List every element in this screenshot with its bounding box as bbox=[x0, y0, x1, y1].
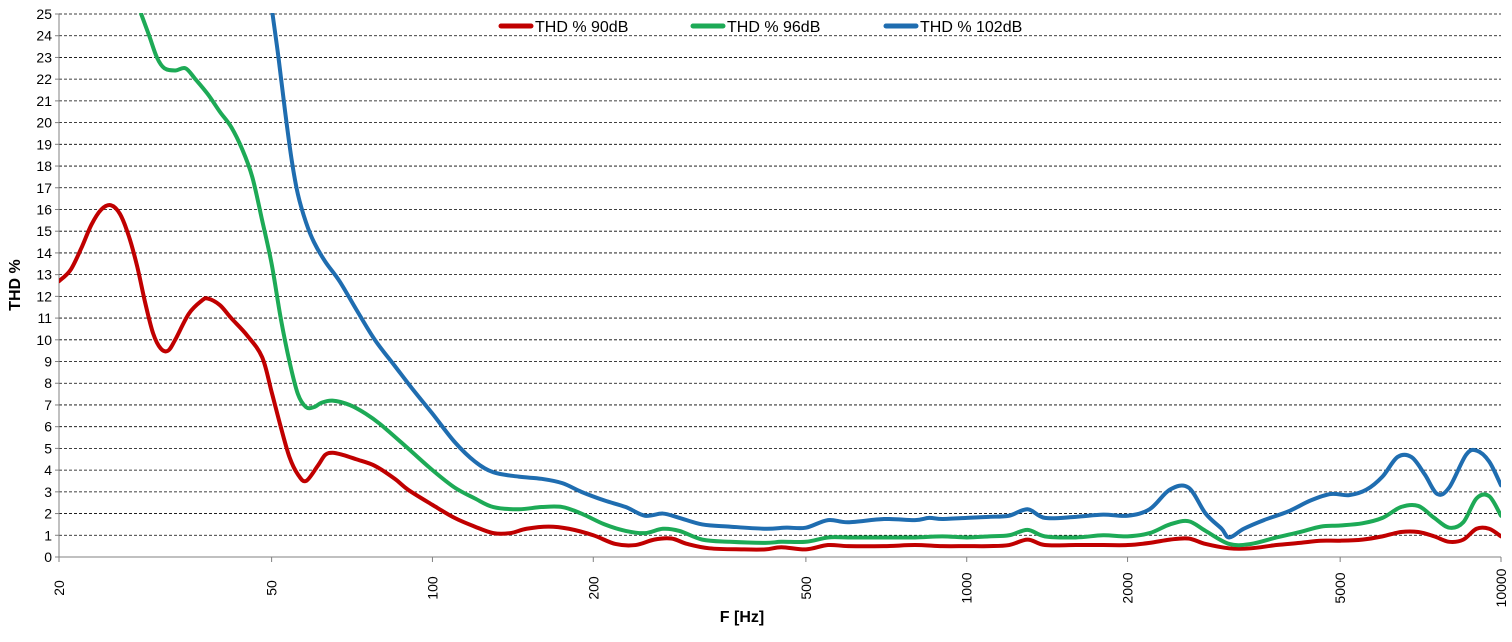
y-tick-label: 15 bbox=[36, 223, 52, 239]
y-tick-label: 10 bbox=[36, 332, 52, 348]
series-lines bbox=[59, 13, 1501, 552]
x-tick-label: 5000 bbox=[1332, 572, 1348, 603]
axes: 0123456789101112131415161718192021222324… bbox=[36, 6, 1509, 607]
y-tick-label: 24 bbox=[36, 28, 52, 44]
series-line-2 bbox=[139, 13, 1501, 548]
y-tick-label: 6 bbox=[44, 419, 52, 435]
y-tick-label: 1 bbox=[44, 527, 52, 543]
x-tick-label: 100 bbox=[424, 576, 440, 600]
y-tick-label: 4 bbox=[44, 462, 52, 478]
y-tick-label: 3 bbox=[44, 484, 52, 500]
y-tick-label: 8 bbox=[44, 375, 52, 391]
y-tick-label: 11 bbox=[37, 310, 52, 326]
y-tick-label: 16 bbox=[36, 201, 52, 217]
y-tick-label: 17 bbox=[36, 180, 52, 196]
y-tick-label: 13 bbox=[36, 267, 52, 283]
x-tick-label: 200 bbox=[585, 576, 601, 600]
series-line-3 bbox=[270, 13, 1501, 540]
y-tick-label: 22 bbox=[36, 71, 52, 87]
y-tick-label: 19 bbox=[36, 136, 52, 152]
y-tick-label: 18 bbox=[36, 158, 52, 174]
x-tick-label: 50 bbox=[264, 580, 280, 596]
legend-label-1: THD % 90dB bbox=[535, 19, 628, 36]
series-line-1 bbox=[59, 202, 1501, 552]
y-tick-label: 14 bbox=[36, 245, 52, 261]
x-tick-label: 10000 bbox=[1493, 568, 1509, 607]
legend-label-3: THD % 102dB bbox=[920, 19, 1022, 36]
y-axis-title: THD % bbox=[7, 259, 24, 311]
y-tick-label: 21 bbox=[36, 93, 52, 109]
y-tick-label: 25 bbox=[36, 6, 52, 22]
y-tick-label: 20 bbox=[36, 115, 52, 131]
grid-lines bbox=[59, 13, 1501, 536]
y-tick-label: 0 bbox=[44, 549, 52, 565]
y-tick-label: 9 bbox=[44, 354, 52, 370]
legend: THD % 90dB THD % 96dB THD % 102dB bbox=[498, 19, 1022, 36]
x-tick-label: 2000 bbox=[1120, 572, 1136, 603]
x-tick-label: 500 bbox=[798, 576, 814, 600]
y-tick-label: 7 bbox=[44, 397, 52, 413]
x-tick-label: 20 bbox=[51, 580, 67, 596]
y-tick-label: 5 bbox=[44, 440, 52, 456]
y-tick-label: 23 bbox=[36, 49, 52, 65]
legend-label-2: THD % 96dB bbox=[727, 19, 820, 36]
x-tick-label: 1000 bbox=[959, 572, 975, 603]
y-tick-label: 2 bbox=[44, 506, 52, 522]
y-tick-label: 12 bbox=[36, 288, 52, 304]
x-axis-title: F [Hz] bbox=[720, 609, 764, 626]
